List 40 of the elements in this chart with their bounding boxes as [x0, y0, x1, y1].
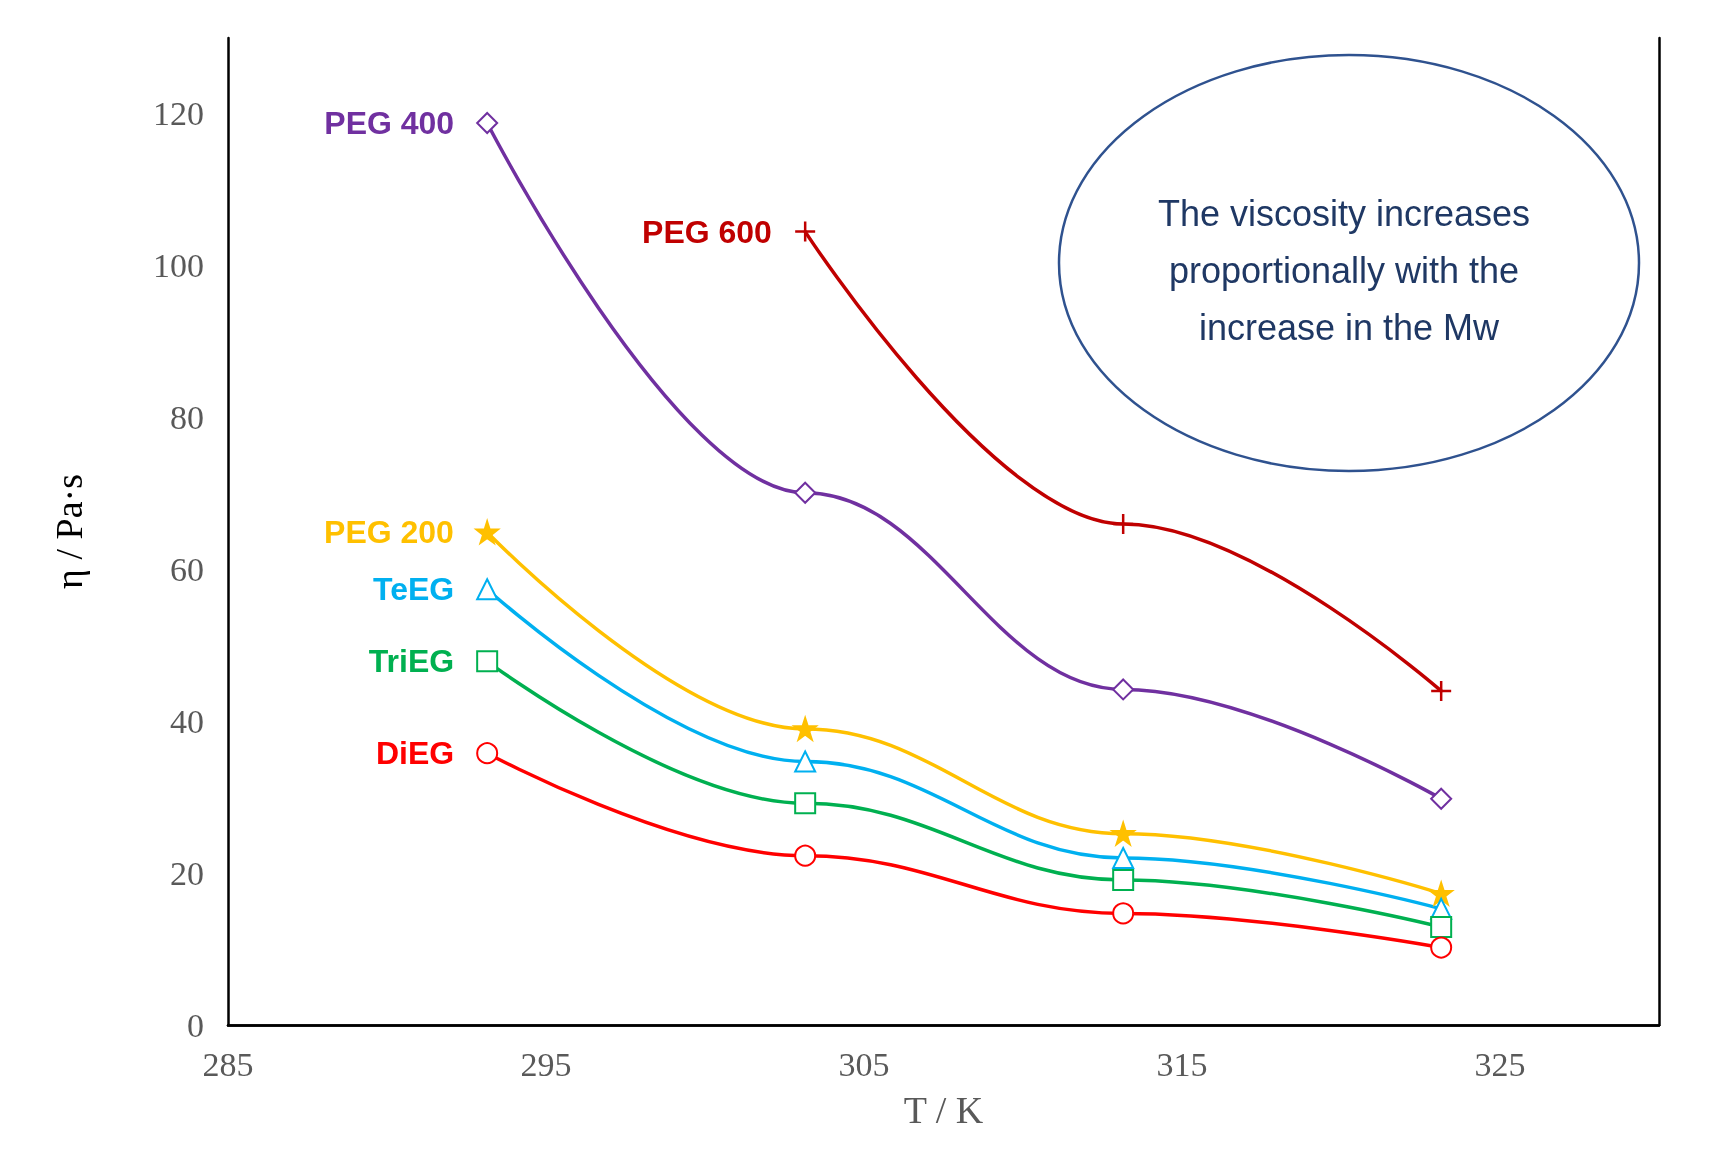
x-tick-label: 285: [202, 1045, 254, 1083]
point: [1429, 679, 1453, 703]
y-tick-label: 60: [170, 550, 204, 588]
series-label: PEG 400: [324, 105, 455, 142]
point: [476, 650, 499, 673]
point: [793, 220, 817, 243]
point: [476, 112, 499, 135]
series-label: PEG 600: [642, 213, 772, 250]
x-tick-label: 305: [838, 1045, 890, 1083]
point: [1112, 678, 1135, 701]
point: [476, 742, 499, 765]
point: [794, 750, 817, 773]
x-tick-label: 315: [1156, 1045, 1208, 1083]
point: [1430, 787, 1453, 810]
series-label: TeEG: [372, 571, 455, 608]
point: [1430, 936, 1453, 959]
point: [794, 844, 817, 867]
point: [476, 578, 499, 601]
point: [1430, 916, 1453, 939]
point: [1111, 512, 1135, 536]
y-tick-label: 80: [170, 399, 204, 437]
y-tick-label: 40: [170, 702, 204, 740]
point: [1112, 868, 1135, 891]
y-tick-label: 0: [187, 1006, 204, 1044]
y-tick-label: 100: [153, 247, 204, 285]
series-label: DiEG: [375, 735, 455, 772]
x-tick-label: 325: [1474, 1045, 1526, 1083]
point: [794, 792, 817, 815]
x-tick-label: 295: [520, 1045, 572, 1083]
annotation: The viscosity increases proportionally with the increase in the Mw: [1157, 193, 1541, 348]
point: [1112, 902, 1135, 925]
point: [791, 715, 819, 743]
series-label: PEG 200: [324, 514, 454, 551]
point: [794, 481, 817, 504]
point: [1112, 846, 1135, 869]
y-tick-label: 20: [170, 854, 204, 892]
series-label: TriEG: [368, 643, 455, 680]
y-tick-label: 120: [153, 95, 204, 133]
x-axis-title: T / K: [903, 1089, 984, 1131]
y-axis-title: η / Pa·s: [48, 474, 90, 589]
